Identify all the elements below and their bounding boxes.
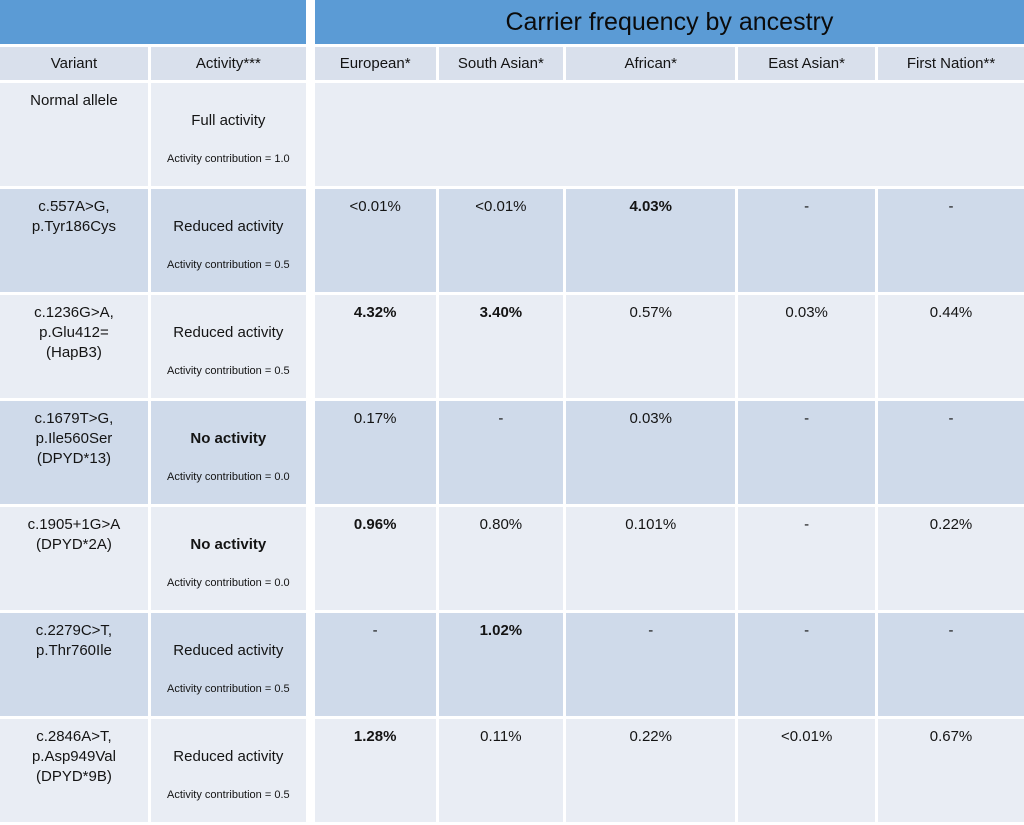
value-cell-south-asian: 1.02% bbox=[438, 613, 564, 716]
column-spacer bbox=[309, 47, 312, 80]
col-header-european: European* bbox=[314, 47, 436, 80]
table-row: c.557A>G, p.Tyr186Cys Reduced activity A… bbox=[0, 189, 1024, 292]
value-cell-south-asian: 0.80% bbox=[438, 507, 564, 610]
value-cell-african: 0.57% bbox=[566, 295, 736, 398]
value-cell-first-nation: - bbox=[878, 189, 1024, 292]
activity-cell: No activity Activity contribution = 0.0 bbox=[150, 507, 306, 610]
value-cell-european: 0.96% bbox=[314, 507, 436, 610]
variant-cell: c.1679T>G, p.Ile560Ser (DPYD*13) bbox=[0, 401, 148, 504]
col-header-activity: Activity*** bbox=[150, 47, 306, 80]
value-cell-first-nation: 0.22% bbox=[878, 507, 1024, 610]
value-cell-african: 0.22% bbox=[566, 719, 736, 822]
value-cell-east-asian: 0.03% bbox=[738, 295, 876, 398]
table-row: c.2846A>T, p.Asp949Val (DPYD*9B) Reduced… bbox=[0, 719, 1024, 822]
table-row: c.1236G>A, p.Glu412= (HapB3) Reduced act… bbox=[0, 295, 1024, 398]
value-cell-south-asian: - bbox=[438, 401, 564, 504]
table-corner bbox=[0, 0, 306, 44]
column-spacer bbox=[309, 401, 312, 504]
activity-cell: Reduced activity Activity contribution =… bbox=[150, 189, 306, 292]
value-cell-east-asian: - bbox=[738, 401, 876, 504]
variant-cell: c.1905+1G>A (DPYD*2A) bbox=[0, 507, 148, 610]
table-row: c.1905+1G>A (DPYD*2A) No activity Activi… bbox=[0, 507, 1024, 610]
col-header-first-nation: First Nation** bbox=[878, 47, 1024, 80]
activity-cell: Reduced activity Activity contribution =… bbox=[150, 295, 306, 398]
value-cell-east-asian: - bbox=[738, 189, 876, 292]
activity-label: No activity bbox=[190, 430, 267, 447]
column-spacer bbox=[309, 613, 312, 716]
merged-empty-cell bbox=[314, 83, 1024, 186]
value-cell-european: 4.32% bbox=[314, 295, 436, 398]
value-cell-first-nation: - bbox=[878, 401, 1024, 504]
col-header-east-asian: East Asian* bbox=[738, 47, 876, 80]
value-cell-african: 4.03% bbox=[566, 189, 736, 292]
col-header-variant: Variant bbox=[0, 47, 148, 80]
activity-label: Full activity bbox=[191, 112, 266, 129]
value-cell-south-asian: <0.01% bbox=[438, 189, 564, 292]
activity-cell: Full activity Activity contribution = 1.… bbox=[150, 83, 306, 186]
value-cell-african: - bbox=[566, 613, 736, 716]
activity-label: No activity bbox=[190, 536, 267, 553]
col-header-south-asian: South Asian* bbox=[438, 47, 564, 80]
col-header-african: African* bbox=[566, 47, 736, 80]
activity-cell: Reduced activity Activity contribution =… bbox=[150, 613, 306, 716]
table-row-normal-allele: Normal allele Full activity Activity con… bbox=[0, 83, 1024, 186]
value-cell-first-nation: 0.67% bbox=[878, 719, 1024, 822]
column-spacer bbox=[309, 507, 312, 610]
value-cell-south-asian: 0.11% bbox=[438, 719, 564, 822]
activity-label: Reduced activity bbox=[173, 642, 284, 659]
table-title: Carrier frequency by ancestry bbox=[314, 0, 1024, 44]
table-row: c.2279C>T, p.Thr760Ile Reduced activity … bbox=[0, 613, 1024, 716]
value-cell-first-nation: - bbox=[878, 613, 1024, 716]
variant-cell: c.2279C>T, p.Thr760Ile bbox=[0, 613, 148, 716]
activity-cell: No activity Activity contribution = 0.0 bbox=[150, 401, 306, 504]
value-cell-african: 0.101% bbox=[566, 507, 736, 610]
activity-contribution-note: Activity contribution = 0.0 bbox=[167, 471, 290, 483]
value-cell-african: 0.03% bbox=[566, 401, 736, 504]
value-cell-european: 0.17% bbox=[314, 401, 436, 504]
activity-contribution-note: Activity contribution = 1.0 bbox=[167, 153, 290, 165]
value-cell-european: - bbox=[314, 613, 436, 716]
activity-label: Reduced activity bbox=[173, 218, 284, 235]
value-cell-european: 1.28% bbox=[314, 719, 436, 822]
value-cell-south-asian: 3.40% bbox=[438, 295, 564, 398]
value-cell-east-asian: <0.01% bbox=[738, 719, 876, 822]
column-spacer bbox=[309, 295, 312, 398]
activity-cell: Reduced activity Activity contribution =… bbox=[150, 719, 306, 822]
variant-cell: Normal allele bbox=[0, 83, 148, 186]
table-row: c.1679T>G, p.Ile560Ser (DPYD*13) No acti… bbox=[0, 401, 1024, 504]
value-cell-first-nation: 0.44% bbox=[878, 295, 1024, 398]
value-cell-east-asian: - bbox=[738, 613, 876, 716]
value-cell-european: <0.01% bbox=[314, 189, 436, 292]
activity-contribution-note: Activity contribution = 0.0 bbox=[167, 577, 290, 589]
variant-cell: c.557A>G, p.Tyr186Cys bbox=[0, 189, 148, 292]
header-row: Variant Activity*** European* South Asia… bbox=[0, 47, 1024, 80]
title-row: Carrier frequency by ancestry bbox=[0, 0, 1024, 44]
column-spacer bbox=[309, 189, 312, 292]
activity-contribution-note: Activity contribution = 0.5 bbox=[167, 259, 290, 271]
activity-contribution-note: Activity contribution = 0.5 bbox=[167, 365, 290, 377]
value-cell-east-asian: - bbox=[738, 507, 876, 610]
activity-label: Reduced activity bbox=[173, 324, 284, 341]
variant-cell: c.2846A>T, p.Asp949Val (DPYD*9B) bbox=[0, 719, 148, 822]
activity-contribution-note: Activity contribution = 0.5 bbox=[167, 789, 290, 801]
column-spacer bbox=[309, 83, 312, 186]
column-spacer bbox=[309, 719, 312, 822]
activity-contribution-note: Activity contribution = 0.5 bbox=[167, 683, 290, 695]
variant-cell: c.1236G>A, p.Glu412= (HapB3) bbox=[0, 295, 148, 398]
activity-label: Reduced activity bbox=[173, 748, 284, 765]
column-spacer bbox=[309, 0, 312, 44]
